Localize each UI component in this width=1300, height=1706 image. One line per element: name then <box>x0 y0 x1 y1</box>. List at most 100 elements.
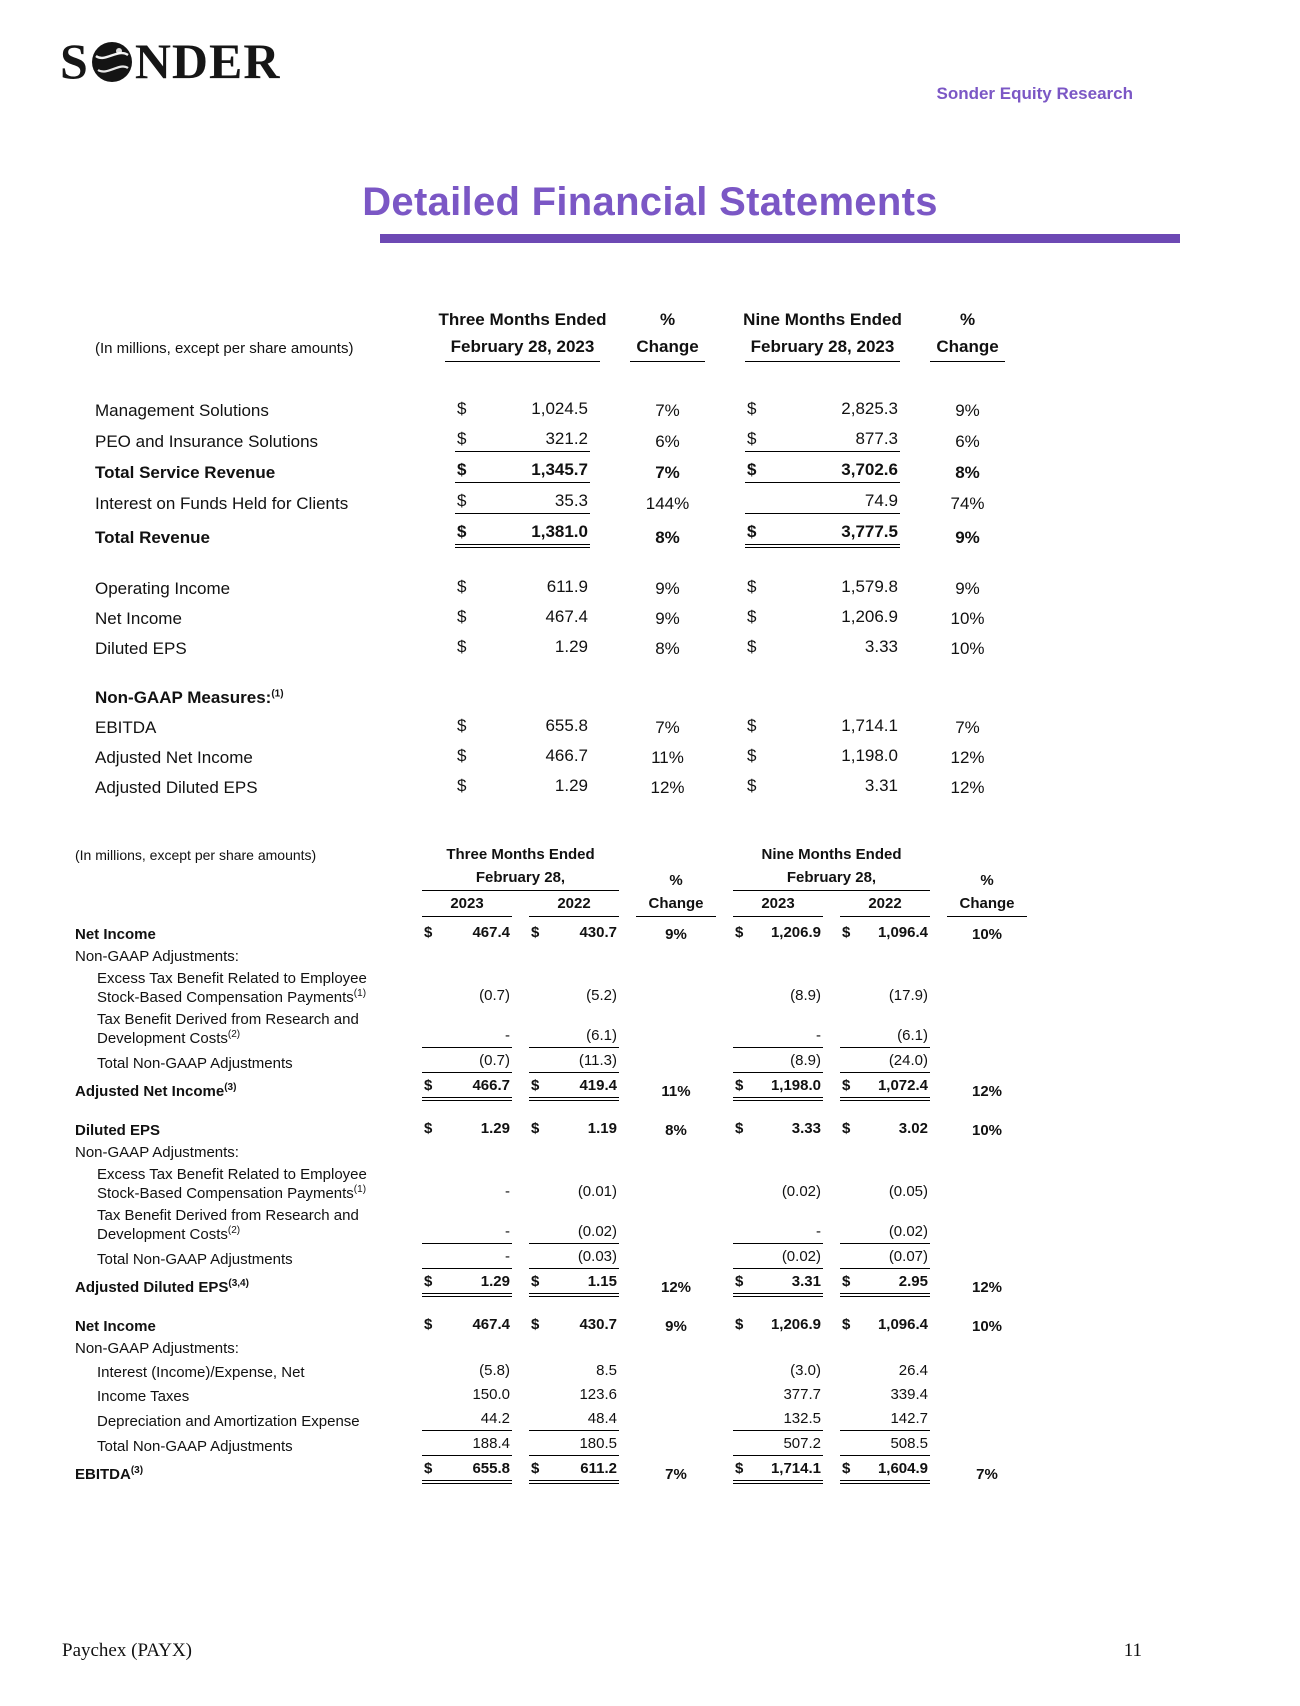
value: 1,381.0 <box>531 522 588 541</box>
currency-sign: $ <box>457 522 467 541</box>
table-row: Diluted EPS $1.29 8% $3.33 10% <box>95 636 1035 659</box>
value: (5.2) <box>586 987 617 1004</box>
money-cell: $1.29 <box>455 636 590 659</box>
table-row: Total Non-GAAP Adjustments 188.4 180.5 507.… <box>75 1434 1027 1456</box>
value: 180.5 <box>579 1435 617 1452</box>
table-row: Net Income $467.4 9% $1,206.9 10% <box>95 606 1035 629</box>
money-cell: $467.4 <box>455 606 590 629</box>
value: 611.9 <box>546 577 588 596</box>
value: 1,579.8 <box>841 577 898 596</box>
units-note: (In millions, except per share amounts) <box>95 340 354 357</box>
pct-change-cell: 8% <box>665 1122 687 1139</box>
money-cell: $321.2 <box>455 428 590 452</box>
pct-change-cell: 9% <box>955 401 980 420</box>
col-header-change-1: Change <box>636 894 716 917</box>
currency-sign: $ <box>842 1316 851 1333</box>
value: 3.02 <box>898 1120 928 1137</box>
pct-change-cell: 7% <box>655 463 680 482</box>
money-cell: $1,206.9 <box>733 923 823 944</box>
value: (0.02) <box>888 1223 928 1240</box>
currency-sign: $ <box>747 460 757 479</box>
money-cell: - <box>422 1247 512 1269</box>
pct-change-cell: 9% <box>955 528 980 547</box>
row-label: Diluted EPS <box>95 639 187 658</box>
table-row: Excess Tax Benefit Related to Employee St… <box>75 969 1027 1007</box>
value: 1,072.4 <box>877 1077 928 1094</box>
money-cell <box>733 964 823 966</box>
value: - <box>816 1027 821 1044</box>
col-subheader-feb28-three: February 28, <box>422 868 619 891</box>
money-cell: $611.9 <box>455 576 590 599</box>
equity-research-tagline: Sonder Equity Research <box>936 84 1133 103</box>
money-cell: $1,198.0 <box>733 1076 823 1101</box>
money-cell: $3,777.5 <box>745 521 900 548</box>
non-gaap-reconciliation-table: (In millions, except per share amounts) … <box>75 845 1027 1487</box>
value: 48.4 <box>587 1410 617 1427</box>
money-cell: 180.5 <box>529 1434 619 1456</box>
pct-change-cell: 8% <box>655 639 680 658</box>
reconciliation-table-header: (In millions, except per share amounts) … <box>75 845 1027 917</box>
money-cell: $3.31 <box>745 775 900 798</box>
money-cell: $1,096.4 <box>840 923 930 944</box>
money-cell: $877.3 <box>745 428 900 452</box>
currency-sign: $ <box>747 577 757 596</box>
value: 3.33 <box>791 1120 821 1137</box>
reconciliation-table-body: Net Income $467.4 $430.7 9% $1,206.9 $1,096.4… <box>75 923 1027 1484</box>
money-cell: $466.7 <box>422 1076 512 1101</box>
money-cell: (5.2) <box>529 986 619 1007</box>
value: 1.29 <box>554 637 588 656</box>
table-row: Interest on Funds Held for Clients $35.3 1… <box>95 490 1035 514</box>
pct-change-cell: 10% <box>971 1318 1003 1335</box>
value: 142.7 <box>890 1410 928 1427</box>
currency-sign: $ <box>424 1460 433 1477</box>
currency-sign: $ <box>531 1273 540 1290</box>
value: 3.31 <box>864 776 898 795</box>
footnote-marker: (1) <box>271 688 284 700</box>
row-label: Adjusted Net Income(3) <box>75 1082 237 1101</box>
table-row: Adjusted Diluted EPS(3,4) $1.29 $1.15 12% $3… <box>75 1272 1027 1297</box>
value: 2,825.3 <box>841 399 898 418</box>
value: (0.02) <box>781 1248 821 1265</box>
money-cell <box>422 1160 512 1162</box>
currency-sign: $ <box>424 1077 433 1094</box>
currency-sign: $ <box>747 776 757 795</box>
money-cell <box>422 1356 512 1358</box>
money-cell: (6.1) <box>529 1026 619 1048</box>
money-cell <box>529 964 619 966</box>
value: (0.7) <box>479 1052 510 1069</box>
currency-sign: $ <box>735 1273 744 1290</box>
money-cell: - <box>422 1182 512 1203</box>
row-label: Adjusted Net Income <box>95 748 253 767</box>
value: 507.2 <box>783 1435 821 1452</box>
pct-change-cell: 7% <box>655 718 680 737</box>
page-number: 11 <box>1123 1640 1142 1661</box>
footnote-marker: (1) <box>353 988 367 999</box>
money-cell <box>840 964 930 966</box>
money-cell: (0.02) <box>529 1222 619 1244</box>
currency-sign: $ <box>842 1273 851 1290</box>
money-cell: 188.4 <box>422 1434 512 1456</box>
money-cell: $2,825.3 <box>745 398 900 421</box>
money-cell: (0.05) <box>840 1182 930 1203</box>
table-row: Non-GAAP Adjustments: <box>75 1339 1027 1358</box>
money-cell: $3.33 <box>733 1119 823 1140</box>
money-cell: (3.0) <box>733 1361 823 1382</box>
footnote-marker: (3,4) <box>228 1278 249 1289</box>
row-label: Net Income <box>95 609 182 628</box>
row-label: EBITDA <box>95 718 157 737</box>
row-label: Interest on Funds Held for Clients <box>95 494 349 513</box>
money-cell: $3.33 <box>745 636 900 659</box>
summary-table-header: (In millions, except per share amounts) … <box>95 306 1035 362</box>
sonder-logo: S NDER <box>60 32 281 90</box>
value: 430.7 <box>579 1316 617 1333</box>
value: - <box>505 1248 510 1265</box>
currency-sign: $ <box>531 1077 540 1094</box>
money-cell <box>733 1160 823 1162</box>
currency-sign: $ <box>747 637 757 656</box>
value: 1,096.4 <box>877 1316 928 1333</box>
money-cell: 26.4 <box>840 1361 930 1382</box>
value: 1.29 <box>554 776 588 795</box>
col-header-pct-change-1: % Change <box>590 306 745 362</box>
row-label: Adjusted Diluted EPS <box>95 778 258 797</box>
